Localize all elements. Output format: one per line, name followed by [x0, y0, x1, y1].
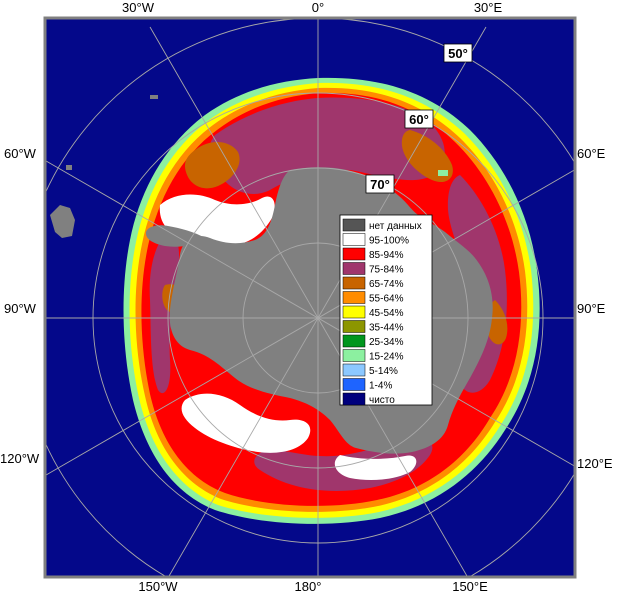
lat-label-70: 70° [365, 174, 395, 194]
lon-label: 60°E [577, 146, 606, 161]
legend-label: 5-14% [369, 366, 398, 377]
lon-label: 120°W [0, 451, 40, 466]
ice-zone-75-84-west [149, 233, 180, 394]
legend-swatch [342, 378, 366, 391]
legend-label: 45-54% [369, 308, 404, 319]
island-fragment [438, 170, 448, 176]
legend-swatch [342, 218, 366, 232]
legend-label: 35-44% [369, 323, 404, 334]
legend-swatch [342, 320, 366, 333]
lon-label: 60°W [4, 146, 37, 161]
lon-label: 90°E [577, 301, 606, 316]
legend-label: чисто [369, 395, 395, 406]
ice-zone-75-84-north [208, 97, 445, 195]
legend-label: 85-94% [369, 250, 404, 261]
island-fragment [66, 165, 72, 170]
south-america-tip [50, 205, 75, 238]
lon-label: 90°W [4, 301, 37, 316]
lat-label-60: 60° [404, 109, 434, 129]
island-fragment [150, 95, 158, 99]
legend-label: 65-74% [369, 279, 404, 290]
legend: нет данных 95-100% 85-94% 75-84% 65-74% 55-64… [339, 214, 433, 406]
lon-labels-bottom: 150°W 180° 150°E [138, 579, 488, 594]
legend-swatch [342, 334, 366, 348]
legend-swatch [342, 233, 366, 246]
legend-label: 55-64% [369, 294, 404, 305]
lat-label: 70° [370, 177, 390, 192]
lon-label: 0° [312, 0, 324, 15]
legend-swatch [342, 262, 366, 275]
lat-label-50: 50° [443, 43, 473, 63]
legend-label: 15-24% [369, 352, 404, 363]
lon-label: 150°E [452, 579, 488, 594]
legend-label: 1-4% [369, 381, 392, 392]
lon-label: 30°E [474, 0, 503, 15]
legend-label: 75-84% [369, 265, 404, 276]
lon-label: 150°W [138, 579, 178, 594]
legend-label: 25-34% [369, 337, 404, 348]
legend-swatch [342, 291, 366, 304]
legend-swatch [342, 247, 366, 261]
lon-label: 120°E [577, 456, 613, 471]
legend-swatch [342, 276, 366, 290]
legend-swatch [342, 392, 366, 406]
legend-swatch [342, 363, 366, 377]
lat-label: 60° [409, 112, 429, 127]
lat-label: 50° [448, 46, 468, 61]
legend-label: 95-100% [369, 236, 409, 247]
lon-labels-left: 60°W 90°W 120°W [0, 146, 40, 466]
ice-zone-65-74-nw [185, 141, 240, 189]
lon-labels-top: 30°W 0° 30°E [122, 0, 502, 15]
legend-swatch [342, 349, 366, 362]
lon-labels-right: 60°E 90°E 120°E [577, 146, 613, 471]
map-frame [43, 16, 577, 579]
ice-zone-65-74-ne [401, 130, 453, 183]
ice-zone-95-100-ross [181, 393, 311, 453]
ice-zone-95-100-se [334, 455, 417, 480]
lon-label: 30°W [122, 0, 155, 15]
lon-label: 180° [295, 579, 322, 594]
legend-swatch [342, 305, 366, 319]
legend-label: нет данных [369, 221, 422, 232]
